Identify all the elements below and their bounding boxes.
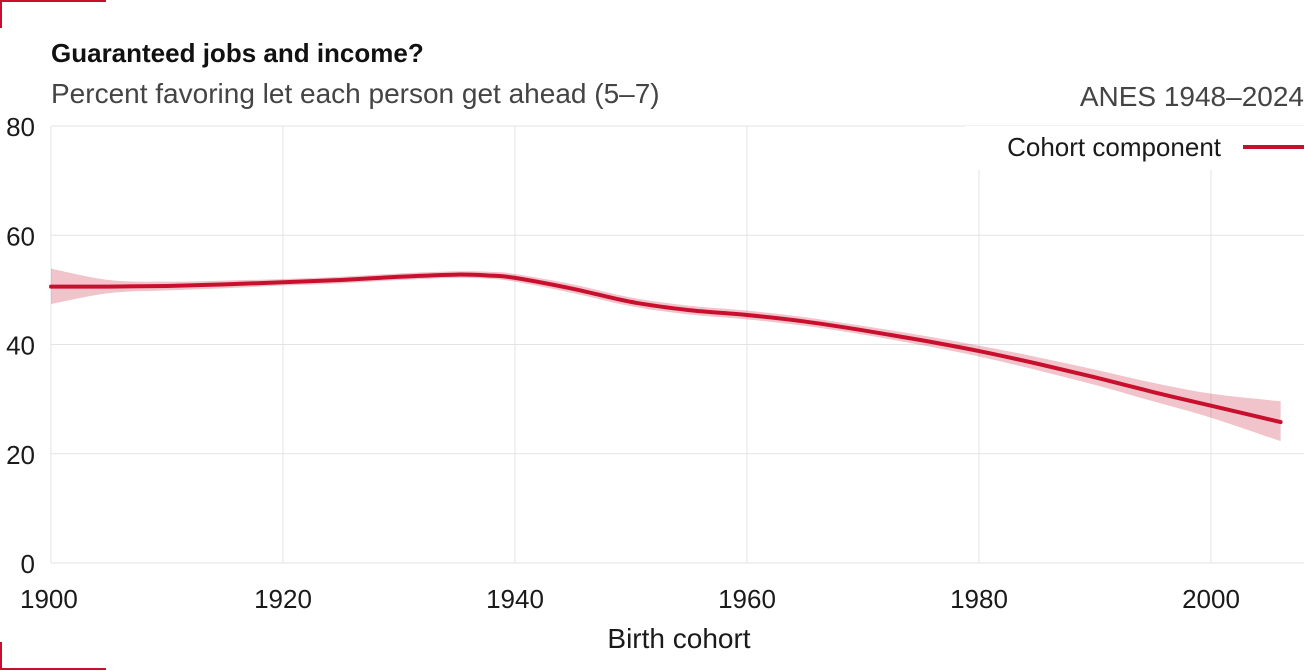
frame-mark-top: [0, 0, 106, 28]
x-tick-label-1900: 1900: [20, 584, 78, 614]
y-tick-label-0: 0: [21, 549, 35, 579]
y-tick-label-80: 80: [6, 112, 35, 142]
legend: Cohort component: [965, 126, 1305, 170]
chart-subtitle: Percent favoring let each person get ahe…: [51, 78, 660, 109]
y-tick-label-40: 40: [6, 331, 35, 361]
frame-marks: [0, 0, 106, 670]
gridlines: [50, 125, 1304, 564]
x-tick-label-1940: 1940: [486, 584, 544, 614]
series-line-layer: [49, 272, 1283, 425]
y-tick-label-60: 60: [6, 221, 35, 251]
x-tick-label-1960: 1960: [718, 584, 776, 614]
chart-title: Guaranteed jobs and income?: [51, 38, 424, 68]
confidence-band-0: [51, 268, 1281, 442]
legend-label-cohort-component: Cohort component: [1007, 132, 1222, 162]
y-tick-label-20: 20: [6, 440, 35, 470]
y-tick-labels: 0 20 40 60 80: [6, 112, 35, 579]
x-tick-labels: 1900 1920 1940 1960 1980 2000: [20, 584, 1240, 614]
frame-mark-bottom: [0, 642, 106, 670]
source-note: ANES 1948–2024: [1080, 81, 1304, 112]
x-axis-label: Birth cohort: [607, 623, 750, 654]
confidence-band-layer: [51, 268, 1281, 442]
x-tick-label-1920: 1920: [254, 584, 312, 614]
series-line-cohort-component: [49, 272, 1283, 425]
x-tick-label-1980: 1980: [950, 584, 1008, 614]
x-tick-label-2000: 2000: [1182, 584, 1240, 614]
